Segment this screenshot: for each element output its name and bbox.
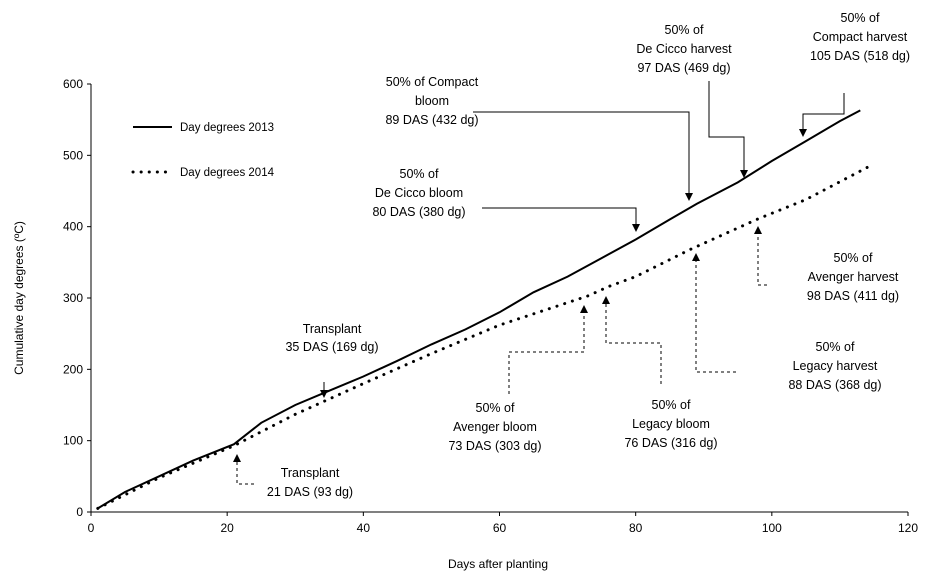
annotation-line: 73 DAS (303 dg) bbox=[448, 439, 541, 453]
x-tick-label: 120 bbox=[898, 521, 918, 535]
annotation-line: 50% of bbox=[816, 340, 855, 354]
y-axis-ticks: 0 100 200 300 400 500 600 bbox=[63, 77, 91, 519]
annotation-line: bloom bbox=[415, 94, 449, 108]
annotation-transplant-2013: Transplant 35 DAS (169 dg) bbox=[285, 322, 378, 354]
annotation-leaders bbox=[233, 81, 845, 485]
annotation-line: 50% of bbox=[400, 167, 439, 181]
legend-label-2014: Day degrees 2014 bbox=[180, 167, 275, 179]
y-tick-label: 0 bbox=[76, 505, 83, 519]
annotation-line: Transplant bbox=[281, 466, 340, 480]
x-tick-label: 0 bbox=[88, 521, 95, 535]
x-tick-label: 100 bbox=[762, 521, 782, 535]
annotation-line: Avenger bloom bbox=[453, 420, 537, 434]
annotation-line: 50% of bbox=[665, 23, 704, 37]
annotation-line: 89 DAS (432 dg) bbox=[385, 113, 478, 127]
y-axis-title: Cumulative day degrees (ºC) bbox=[12, 221, 26, 375]
annotation-line: 97 DAS (469 dg) bbox=[637, 61, 730, 75]
annotation-line: 50% of bbox=[652, 398, 691, 412]
annotation-line: 50% of bbox=[841, 11, 880, 25]
y-tick-label: 200 bbox=[63, 362, 83, 376]
leader-compact-bloom bbox=[473, 111, 693, 201]
x-axis-ticks: 0 20 40 60 80 100 120 bbox=[88, 512, 918, 535]
annotation-line: 50% of Compact bbox=[386, 75, 479, 89]
leader-legacy-harvest bbox=[692, 253, 736, 373]
annotation-line: De Cicco harvest bbox=[636, 42, 732, 56]
leader-avenger-harvest bbox=[754, 226, 767, 286]
annotation-legacy-harvest: 50% of Legacy harvest 88 DAS (368 dg) bbox=[788, 340, 881, 392]
y-tick-label: 500 bbox=[63, 148, 83, 162]
annotation-line: 80 DAS (380 dg) bbox=[372, 205, 465, 219]
annotation-line: 35 DAS (169 dg) bbox=[285, 340, 378, 354]
x-tick-label: 20 bbox=[220, 521, 234, 535]
leader-transplant-2014 bbox=[233, 454, 254, 485]
x-tick-label: 80 bbox=[629, 521, 643, 535]
x-tick-label: 60 bbox=[493, 521, 507, 535]
annotation-line: 50% of bbox=[476, 401, 515, 415]
annotation-transplant-2014: Transplant 21 DAS (93 dg) bbox=[267, 466, 353, 499]
annotation-line: 21 DAS (93 dg) bbox=[267, 485, 353, 499]
annotation-line: 88 DAS (368 dg) bbox=[788, 378, 881, 392]
leader-legacy-bloom bbox=[602, 296, 662, 384]
y-tick-label: 100 bbox=[63, 434, 83, 448]
y-tick-label: 400 bbox=[63, 220, 83, 234]
leader-decicco-harvest bbox=[708, 81, 748, 178]
series-line-day-degrees-2014 bbox=[96, 166, 869, 510]
annotation-legacy-bloom: 50% of Legacy bloom 76 DAS (316 dg) bbox=[624, 398, 717, 450]
annotation-line: 50% of bbox=[834, 251, 873, 265]
annotation-decicco-bloom: 50% of De Cicco bloom 80 DAS (380 dg) bbox=[372, 167, 465, 219]
annotation-line: Transplant bbox=[303, 322, 362, 336]
leader-decicco-bloom bbox=[482, 207, 640, 232]
annotation-avenger-harvest: 50% of Avenger harvest 98 DAS (411 dg) bbox=[807, 251, 899, 303]
annotation-line: Avenger harvest bbox=[808, 270, 899, 284]
y-tick-label: 300 bbox=[63, 291, 83, 305]
x-axis-title: Days after planting bbox=[448, 557, 548, 571]
y-tick-label: 600 bbox=[63, 77, 83, 91]
annotation-line: 105 DAS (518 dg) bbox=[810, 49, 910, 63]
legend: Day degrees 2013 Day degrees 2014 bbox=[131, 122, 275, 179]
annotation-line: Legacy harvest bbox=[793, 359, 878, 373]
annotation-line: Compact harvest bbox=[813, 30, 908, 44]
annotation-line: Legacy bloom bbox=[632, 417, 710, 431]
leader-compact-harvest bbox=[799, 93, 845, 137]
annotation-decicco-harvest: 50% of De Cicco harvest 97 DAS (469 dg) bbox=[636, 23, 732, 75]
annotation-avenger-bloom: 50% of Avenger bloom 73 DAS (303 dg) bbox=[448, 401, 541, 453]
series-line-day-degrees-2013 bbox=[97, 109, 861, 510]
annotation-line: 98 DAS (411 dg) bbox=[807, 289, 899, 303]
annotation-line: De Cicco bloom bbox=[375, 186, 463, 200]
leader-avenger-bloom bbox=[508, 305, 588, 394]
annotation-compact-harvest: 50% of Compact harvest 105 DAS (518 dg) bbox=[810, 11, 910, 63]
annotation-compact-bloom: 50% of Compact bloom 89 DAS (432 dg) bbox=[385, 75, 478, 127]
legend-label-2013: Day degrees 2013 bbox=[180, 122, 274, 134]
x-tick-label: 40 bbox=[357, 521, 371, 535]
annotation-line: 76 DAS (316 dg) bbox=[624, 436, 717, 450]
